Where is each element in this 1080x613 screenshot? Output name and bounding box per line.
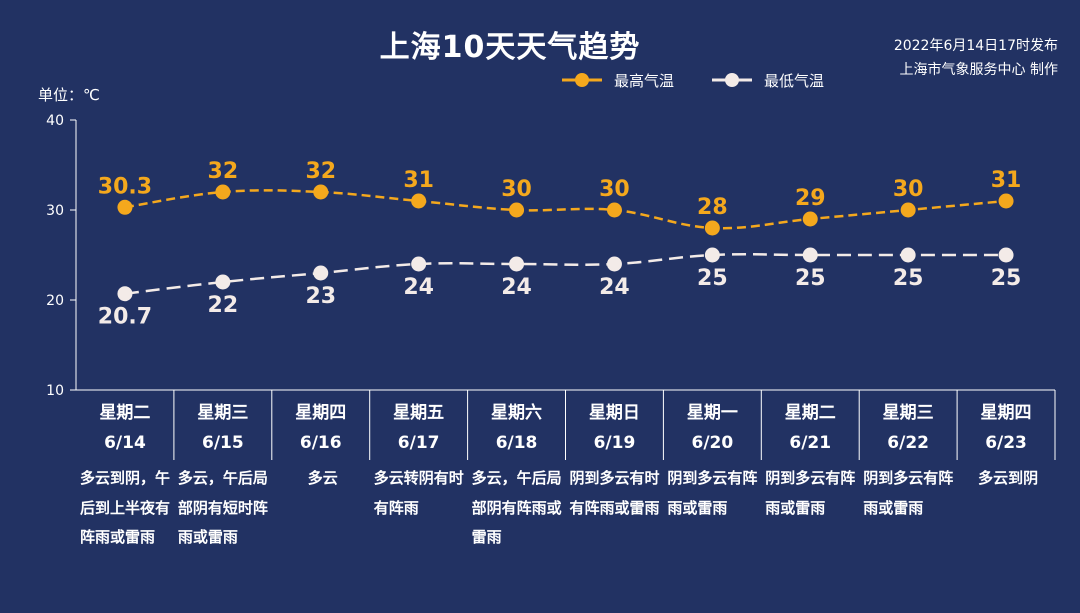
y-tick-label: 40 (46, 113, 64, 129)
chart-title: 上海10天天气趋势 (379, 30, 641, 65)
weather-description: 多云转阴有时有阵雨 (373, 469, 464, 517)
low-temp-label: 20.7 (98, 305, 152, 330)
high-temp-point (117, 199, 133, 215)
date-label: 6/23 (985, 433, 1027, 453)
high-temp-point (313, 184, 329, 200)
weather-description: 阴到多云有阵雨或雷雨 (765, 469, 856, 517)
legend-low-marker (725, 73, 739, 87)
date-label: 6/14 (104, 433, 146, 453)
day-header: 星期六 6/18 (468, 392, 566, 460)
issuer-name: 上海市气象服务中心 制作 (899, 62, 1058, 78)
weekday-label: 星期六 (491, 403, 543, 423)
high-temp-point (215, 184, 231, 200)
low-temp-label: 25 (991, 266, 1022, 291)
day-header: 星期一 6/20 (663, 392, 761, 460)
high-temp-point (998, 193, 1014, 209)
low-temp-point (411, 256, 427, 272)
low-temp-label: 22 (208, 293, 239, 318)
date-label: 6/17 (397, 433, 440, 453)
weekday-label: 星期三 (882, 403, 934, 423)
weather-description: 多云到阴 (978, 469, 1039, 487)
day-header: 星期三 6/22 (859, 392, 957, 460)
y-axis-unit: 单位：℃ (38, 86, 100, 104)
high-temp-label: 32 (305, 159, 336, 184)
weekday-label: 星期四 (980, 403, 1032, 423)
day-header: 星期四 6/23 (957, 392, 1055, 460)
high-temp-label: 31 (403, 168, 434, 193)
low-temp-point (509, 256, 525, 272)
weather-description: 阴到多云有阵雨或雷雨 (667, 469, 758, 517)
high-temp-point (509, 202, 525, 218)
weekday-label: 星期五 (393, 403, 445, 423)
weekday-label: 星期四 (295, 403, 347, 423)
low-temp-point (704, 247, 720, 263)
low-temp-point (215, 274, 231, 290)
low-temp-label: 23 (305, 284, 336, 309)
legend-high-label: 最高气温 (614, 72, 674, 90)
high-temp-point (900, 202, 916, 218)
high-temp-label: 32 (208, 159, 239, 184)
weekday-label: 星期日 (588, 403, 640, 423)
weather-description: 多云到阴，午后到上半夜有阵雨或雷雨 (80, 469, 171, 546)
date-label: 6/18 (495, 433, 538, 453)
date-label: 6/16 (299, 433, 342, 453)
issuer-info: 2022年6月14日17时发布 上海市气象服务中心 制作 (894, 34, 1058, 82)
weekday-label: 星期一 (686, 403, 738, 423)
low-temp-line (124, 253, 1007, 295)
weekday-label: 星期二 (784, 403, 836, 423)
high-temp-label: 30.3 (98, 174, 152, 199)
day-header: 星期日 6/19 (566, 392, 664, 460)
low-temp-point (802, 247, 818, 263)
weather-description: 阴到多云有阵雨或雷雨 (863, 469, 954, 517)
day-header: 星期三 6/15 (174, 392, 272, 460)
y-tick-label: 20 (46, 293, 64, 309)
day-header: 星期二 6/21 (761, 392, 859, 460)
date-label: 6/15 (201, 433, 244, 453)
low-temp-point (606, 256, 622, 272)
day-header: 星期二 6/14 (76, 392, 174, 460)
weather-description: 多云 (307, 469, 338, 487)
high-temp-label: 28 (697, 195, 728, 220)
low-temp-point (117, 286, 133, 302)
weather-description: 阴到多云有时有阵雨或雷雨 (569, 469, 660, 517)
weather-description: 多云，午后局部阴有短时阵雨或雷雨 (177, 469, 268, 546)
low-temp-point (998, 247, 1014, 263)
day-header: 星期五 6/17 (370, 392, 468, 460)
low-temp-point (313, 265, 329, 281)
weekday-label: 星期三 (197, 403, 249, 423)
y-tick-label: 10 (46, 383, 64, 399)
legend-high-marker (575, 73, 589, 87)
issue-time: 2022年6月14日17时发布 (893, 38, 1058, 54)
high-temp-label: 29 (795, 186, 826, 211)
date-label: 6/19 (593, 433, 636, 453)
low-temp-label: 25 (697, 266, 728, 291)
low-temp-point (900, 247, 916, 263)
low-temp-label: 24 (599, 275, 630, 300)
y-tick-label: 30 (46, 203, 64, 219)
high-temp-label: 31 (991, 168, 1022, 193)
low-temp-label: 25 (795, 266, 826, 291)
day-header: 星期四 6/16 (272, 392, 370, 460)
high-temp-label: 30 (599, 177, 630, 202)
high-temp-label: 30 (501, 177, 532, 202)
date-label: 6/22 (887, 433, 929, 453)
high-temp-line (124, 189, 1007, 230)
high-temp-point (606, 202, 622, 218)
weekday-label: 星期二 (99, 403, 151, 423)
high-temp-label: 30 (893, 177, 924, 202)
legend-low-label: 最低气温 (764, 72, 824, 90)
low-temp-label: 25 (893, 266, 924, 291)
high-temp-point (704, 220, 720, 236)
date-label: 6/21 (789, 433, 832, 453)
weather-description: 多云，午后局部阴有阵雨或雷雨 (471, 469, 562, 546)
low-temp-label: 24 (403, 275, 434, 300)
date-label: 6/20 (691, 433, 734, 453)
low-temp-label: 24 (501, 275, 532, 300)
high-temp-point (411, 193, 427, 209)
high-temp-point (802, 211, 818, 227)
